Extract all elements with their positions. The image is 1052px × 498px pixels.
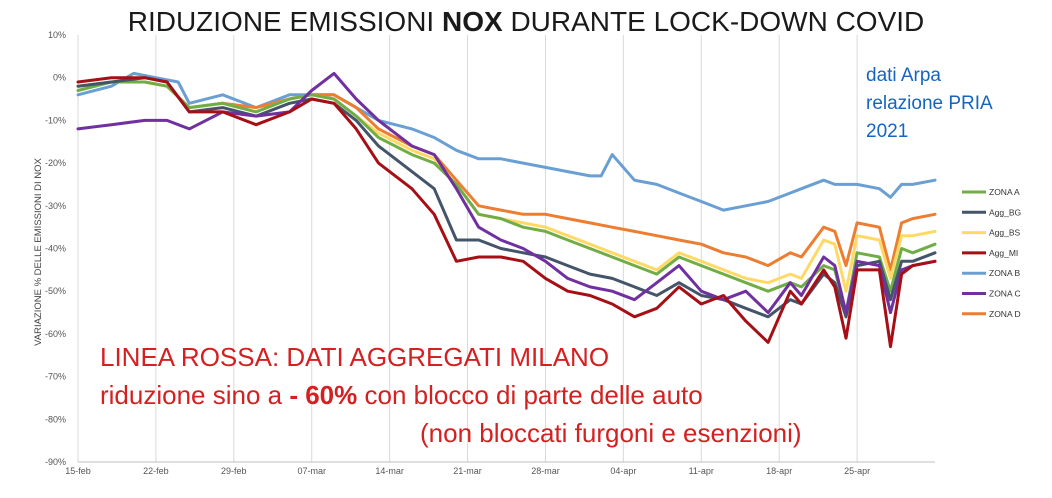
y-tick-label: 10% [48,30,66,40]
y-tick-label: -60% [45,329,66,339]
y-tick-label: -30% [45,201,66,211]
red-line-annotation: LINEA ROSSA: DATI AGGREGATI MILANO riduz… [100,338,802,452]
x-tick-label: 15-feb [65,466,91,476]
annotation-line-2: riduzione sino a - 60% con blocco di par… [100,376,802,414]
legend-label: ZONA B [989,268,1021,278]
legend-label: ZONA C [989,289,1021,299]
x-tick-label: 28-mar [531,466,560,476]
x-tick-label: 07-mar [297,466,326,476]
source-line-3: 2021 [866,121,909,142]
legend-label: Agg_MI [989,248,1018,258]
series-line-zona-b [76,71,937,212]
title-pre: RIDUZIONE EMISSIONI [127,6,442,37]
y-axis-ticks: 10% 0% -10% -20% -30% -40% -50% -60% -70% -80% -90… [45,30,66,467]
x-axis-ticks: 15-feb 22-feb 29-feb 07-mar 14-mar 21-mar 28-m… [65,466,870,476]
x-tick-label: 21-mar [453,466,482,476]
y-tick-label: -20% [45,158,66,168]
title-post: DURANTE LOCK-DOWN COVID [502,6,925,37]
series-line-agg-mi [76,76,937,349]
source-line-1: dati Arpa [866,65,941,86]
y-tick-label: -40% [45,244,66,254]
chart-series [76,71,937,349]
legend-label: Agg_BS [989,228,1021,238]
y-tick-label: 0% [53,73,66,83]
source-line-2: relazione PRIA [866,93,993,114]
legend-label: ZONA D [989,309,1021,319]
page-title: RIDUZIONE EMISSIONI NOX DURANTE LOCK-DOW… [0,6,1052,38]
annotation-line-2-post: con blocco di parte delle auto [357,380,703,410]
series-line-agg-bg [76,76,937,319]
x-tick-label: 18-apr [766,466,792,476]
x-tick-label: 29-feb [221,466,247,476]
series-line-zona-c [76,71,937,315]
annotation-line-1: LINEA ROSSA: DATI AGGREGATI MILANO [100,342,610,372]
annotation-line-3: (non bloccati furgoni e esenzioni) [420,418,802,448]
y-axis-label: VARIAZIONE % DELLE EMISSIONI DI NOX [33,157,44,345]
x-tick-label: 14-mar [375,466,404,476]
x-tick-label: 22-feb [143,466,169,476]
x-tick-label: 11-apr [689,466,714,476]
y-tick-label: -70% [45,372,66,382]
legend-label: ZONA A [989,187,1020,197]
annotation-line-2-pre: riduzione sino a [100,380,290,410]
series-line-zona-a [76,80,937,315]
x-tick-label: 04-apr [610,466,636,476]
source-note: dati Arpa relazione PRIA 2021 [866,62,993,146]
annotation-line-2-bold: - 60% [289,380,358,410]
series-line-zona-d [76,80,937,272]
y-tick-label: -50% [45,286,66,296]
title-bold: NOX [441,6,503,37]
chart-legend: ZONA A Agg_BG Agg_BS Agg_MI ZONA B ZONA C ZONA… [962,187,1021,319]
legend-label: Agg_BG [989,207,1021,217]
y-tick-label: -90% [45,457,66,467]
y-tick-label: -80% [45,414,66,424]
y-tick-label: -10% [45,115,66,125]
x-tick-label: 25-apr [844,466,870,476]
